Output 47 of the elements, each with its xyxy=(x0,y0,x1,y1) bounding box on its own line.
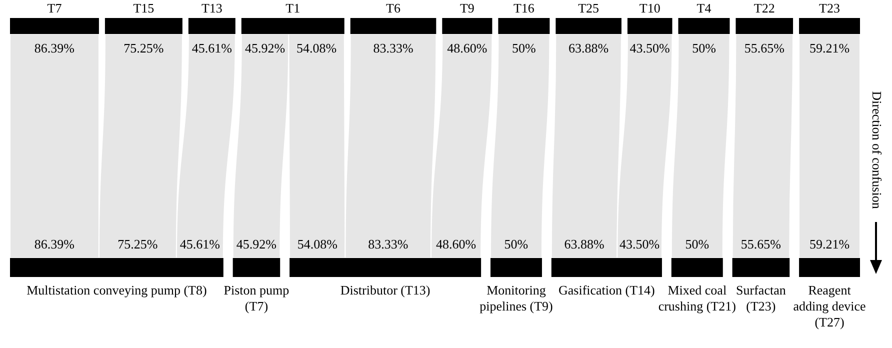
text: 45.61% xyxy=(180,236,220,252)
text: 48.60% xyxy=(436,236,476,252)
category-label: T13 xyxy=(201,0,222,16)
data-label: 54.08% xyxy=(296,40,337,56)
data-label: 55.65% xyxy=(744,40,785,56)
text: 45.92% xyxy=(236,236,277,252)
text: 50% xyxy=(504,236,528,252)
category-label: T6 xyxy=(386,0,401,16)
text: 59.21% xyxy=(809,236,850,252)
data-label: 86.39% xyxy=(34,40,75,56)
data-label: 59.21% xyxy=(809,40,850,56)
text: 63.88% xyxy=(564,236,604,252)
text: 54.08% xyxy=(297,236,338,252)
category-label: T23 xyxy=(819,0,840,16)
data-label: 45.61% xyxy=(192,40,232,56)
text: Piston pump (T7) xyxy=(224,282,290,314)
text: 50% xyxy=(685,236,710,252)
text: 43.50% xyxy=(620,236,660,252)
series-label: Reagent adding device (T27) xyxy=(793,282,866,330)
series-label: Distributor (T13) xyxy=(340,282,430,298)
text: Monitoring pipelines (T9) xyxy=(480,282,553,314)
text: 83.33% xyxy=(368,236,408,252)
text: 75.25% xyxy=(118,236,158,252)
category-label: T15 xyxy=(133,0,154,16)
data-label: 45.92% xyxy=(244,40,286,56)
text: Mixed coal crushing (T21) xyxy=(658,282,736,314)
category-label: T4 xyxy=(696,0,712,16)
data-label: 75.25% xyxy=(124,40,164,56)
category-label: T9 xyxy=(460,0,474,16)
category-label: T22 xyxy=(754,0,775,16)
text: Direction of confusion xyxy=(870,91,885,210)
data-label: 50% xyxy=(692,40,716,56)
data-label: 48.60% xyxy=(447,40,488,56)
category-label: T16 xyxy=(513,0,535,16)
category-label: T25 xyxy=(578,0,600,16)
series-label: Surfactan (T23) xyxy=(736,282,786,314)
data-label: 43.50% xyxy=(630,40,670,56)
text: 55.65% xyxy=(740,236,781,252)
category-label: T10 xyxy=(639,0,660,16)
text: 86.39% xyxy=(34,236,75,252)
series-label: Gasification (T14) xyxy=(558,282,655,298)
category-label: T1 xyxy=(286,0,300,16)
category-label: T7 xyxy=(47,0,62,16)
data-label: 63.88% xyxy=(568,40,609,56)
series-label: Multistation conveying pump (T8) xyxy=(26,282,207,298)
data-label: 50% xyxy=(512,40,536,56)
data-label: 83.33% xyxy=(373,40,414,56)
